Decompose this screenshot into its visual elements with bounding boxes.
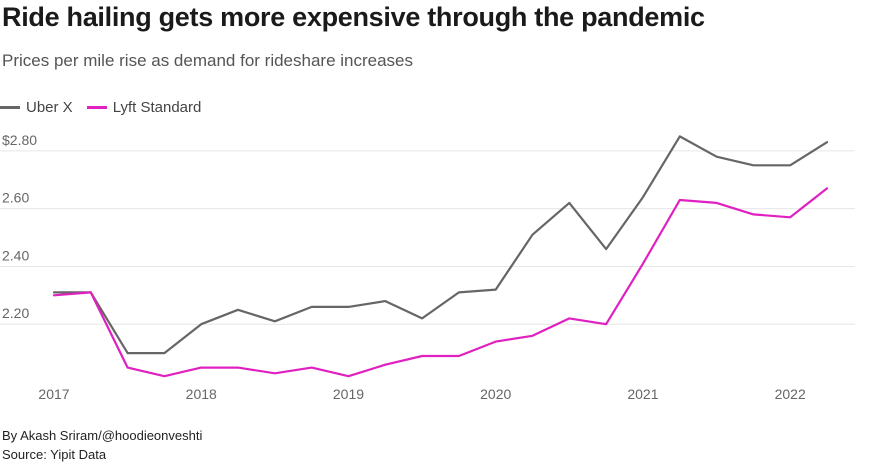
legend-label-uber: Uber X <box>26 99 73 116</box>
legend-swatch-uber <box>0 106 20 109</box>
x-tick-label: 2017 <box>38 386 69 402</box>
x-tick-label: 2021 <box>627 386 658 402</box>
series-line-lyft <box>52 187 829 378</box>
y-tick-label: 2.20 <box>2 305 29 321</box>
legend-item-lyft: Lyft Standard <box>86 99 202 116</box>
source-line: Source: Yipit Data <box>2 447 107 462</box>
legend: Uber X Lyft Standard <box>0 99 215 116</box>
legend-item-uber: Uber X <box>0 99 73 116</box>
chart-subtitle: Prices per mile rise as demand for rides… <box>2 51 414 70</box>
legend-swatch-lyft <box>86 106 107 109</box>
x-tick-label: 2022 <box>775 386 806 402</box>
chart-title: Ride hailing gets more expensive through… <box>2 2 705 32</box>
series-line-uber <box>52 135 829 355</box>
x-tick-label: 2020 <box>480 386 511 402</box>
legend-label-lyft: Lyft Standard <box>112 99 202 116</box>
x-tick-label: 2018 <box>186 386 217 402</box>
y-tick-label: 2.60 <box>2 190 29 206</box>
y-tick-label: $2.80 <box>2 132 37 148</box>
y-tick-label: 2.40 <box>2 247 29 263</box>
credit-line: By Akash Sriram/@hoodieonveshti <box>2 428 203 443</box>
x-tick-label: 2019 <box>333 386 364 402</box>
